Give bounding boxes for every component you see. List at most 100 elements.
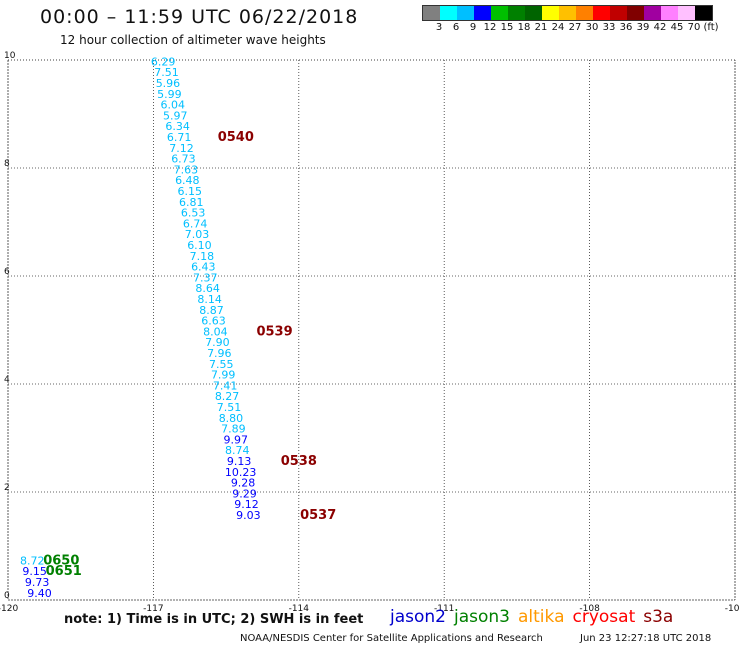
color-tick-label: 45 xyxy=(670,22,684,33)
pass-time-label: 0537 xyxy=(300,508,336,523)
wave-height-value: 7.51 xyxy=(154,66,179,79)
color-swatch xyxy=(661,6,678,20)
color-tick-label: 24 xyxy=(551,22,565,33)
color-tick-label: 15 xyxy=(500,22,514,33)
page-title: 00:00 – 11:59 UTC 06/22/2018 xyxy=(40,6,359,28)
wave-height-value: 8.74 xyxy=(225,444,250,457)
y-tick-label: 6 xyxy=(4,267,10,277)
wave-height-value: 7.37 xyxy=(193,271,218,284)
wave-height-value: 9.03 xyxy=(236,509,261,522)
pass-time-label: 0539 xyxy=(256,324,292,339)
pass-time-label: 0651 xyxy=(46,564,82,579)
legend-item-jason2: jason2 xyxy=(390,607,446,627)
x-tick-label: -114 xyxy=(289,604,310,614)
wave-height-value: 7.96 xyxy=(207,347,232,360)
color-swatch xyxy=(695,6,712,20)
y-tick-label: 2 xyxy=(4,483,10,493)
color-swatch xyxy=(440,6,457,20)
color-swatch xyxy=(508,6,525,20)
wave-height-value: 7.51 xyxy=(217,401,242,414)
wave-height-value: 6.71 xyxy=(167,131,192,144)
wave-height-value: 6.63 xyxy=(201,315,226,328)
x-tick-label: -117 xyxy=(143,604,163,614)
color-tick-label: 3 xyxy=(435,22,443,33)
wave-height-value: 6.34 xyxy=(165,120,190,133)
color-tick-label: 30 xyxy=(585,22,599,33)
wave-height-value: 7.12 xyxy=(169,142,194,155)
y-tick-label: 0 xyxy=(4,591,10,601)
color-swatch xyxy=(474,6,491,20)
wave-height-value: 9.12 xyxy=(234,498,259,511)
color-swatch xyxy=(610,6,627,20)
wave-height-value: 5.97 xyxy=(163,109,188,122)
footer-credit: NOAA/NESDIS Center for Satellite Applica… xyxy=(240,633,543,644)
color-tick-label: 27 xyxy=(568,22,582,33)
color-swatch xyxy=(627,6,644,20)
color-swatch xyxy=(457,6,474,20)
data-marks: 6.297.515.965.996.045.976.346.717.126.73… xyxy=(20,55,336,599)
y-tick-label: 4 xyxy=(4,375,10,385)
legend-item-cryosat: cryosat xyxy=(572,607,636,627)
wave-height-value: 7.55 xyxy=(209,358,234,371)
color-swatch xyxy=(593,6,610,20)
color-tick-label: 18 xyxy=(517,22,531,33)
wave-height-value: 6.81 xyxy=(179,196,204,209)
timestamp: Jun 23 12:27:18 UTC 2018 xyxy=(580,633,712,644)
wave-height-value: 6.73 xyxy=(171,153,196,166)
wave-height-value: 9.73 xyxy=(25,576,50,589)
color-tick-label: 21 xyxy=(534,22,548,33)
x-tick-label: -108 xyxy=(579,604,600,614)
wave-height-value: 6.15 xyxy=(178,185,203,198)
color-tick-label: 42 xyxy=(653,22,667,33)
wave-height-value: 9.28 xyxy=(231,477,256,490)
color-tick-label: 36 xyxy=(619,22,633,33)
note-text: note: 1) Time is in UTC; 2) SWH is in fe… xyxy=(64,612,364,627)
wave-height-value: 6.43 xyxy=(191,261,216,274)
wave-height-value: 8.64 xyxy=(195,282,220,295)
wave-height-value: 6.29 xyxy=(151,55,176,68)
wave-height-value: 6.74 xyxy=(183,217,208,230)
wave-height-value: 9.13 xyxy=(227,455,252,468)
wave-height-value: 9.97 xyxy=(224,433,249,446)
wave-height-value: 9.40 xyxy=(27,587,52,600)
wave-height-value: 8.72 xyxy=(20,554,45,567)
wave-height-value: 8.27 xyxy=(215,390,240,403)
wave-height-value: 7.89 xyxy=(221,423,246,436)
wave-height-value: 9.15 xyxy=(22,565,47,578)
wave-height-value: 5.99 xyxy=(157,88,182,101)
color-tick-label: 39 xyxy=(636,22,650,33)
y-tick-label: 8 xyxy=(4,159,10,169)
wave-height-value: 6.04 xyxy=(161,99,186,112)
color-swatch xyxy=(491,6,508,20)
x-tick-label: -120 xyxy=(0,604,18,614)
legend-item-jason3: jason3 xyxy=(454,607,510,627)
wave-height-value: 8.04 xyxy=(203,325,228,338)
wave-height-value: 7.63 xyxy=(174,163,199,176)
pass-time-label: 0540 xyxy=(218,130,254,145)
y-tick-label: 10 xyxy=(4,51,16,61)
wave-height-value: 6.10 xyxy=(187,239,212,252)
wave-height-value: 9.29 xyxy=(232,487,257,500)
satellite-legend: jason2 jason3 altika cryosat s3a xyxy=(390,607,681,627)
plot-frame xyxy=(7,59,736,601)
color-tick-label: 70 xyxy=(687,22,701,33)
color-tick-label: 6 xyxy=(452,22,460,33)
color-swatch xyxy=(423,6,440,20)
color-swatch xyxy=(559,6,576,20)
page-subtitle: 12 hour collection of altimeter wave hei… xyxy=(60,33,326,47)
color-tick-label: 33 xyxy=(602,22,616,33)
wave-height-value: 5.96 xyxy=(156,77,181,90)
color-swatch xyxy=(525,6,542,20)
color-swatch xyxy=(644,6,661,20)
pass-time-label: 0650 xyxy=(43,553,79,568)
wave-height-value: 8.87 xyxy=(199,304,224,317)
x-tick-label: -105 xyxy=(725,604,740,614)
wave-height-value: 7.99 xyxy=(211,369,236,382)
wave-height-value: 8.80 xyxy=(219,412,244,425)
x-tick-label: -111 xyxy=(434,604,454,614)
color-tick-label: 12 xyxy=(483,22,497,33)
wave-height-value: 7.41 xyxy=(213,379,238,392)
color-tick-label: 9 xyxy=(469,22,477,33)
color-swatch xyxy=(678,6,695,20)
